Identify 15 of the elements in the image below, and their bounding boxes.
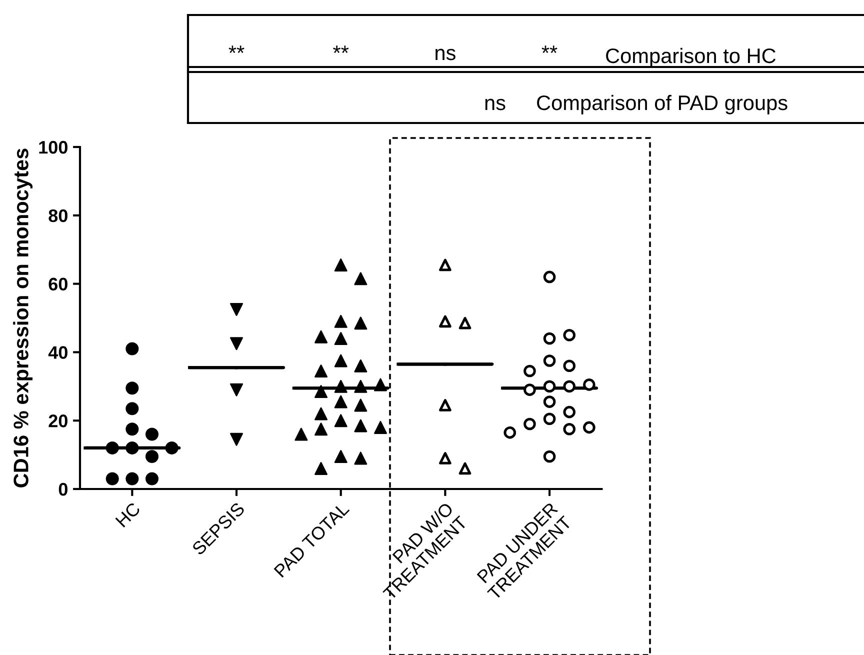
text: ns: [436, 48, 456, 60]
text: Comparison of PAD groups: [537, 94, 788, 114]
x-tick-label: HC: [115, 502, 142, 528]
text: **: [333, 46, 349, 53]
y-axis-title: CD16 % expression on monocytes: [13, 148, 33, 488]
y-tick-label: 20: [48, 414, 68, 428]
y-tick-label: 100: [39, 140, 68, 154]
y-tick-label: 80: [48, 209, 68, 222]
y-tick-label: 60: [48, 278, 68, 291]
text: **: [228, 46, 244, 53]
y-tick-label: 40: [48, 346, 68, 359]
text: ns: [485, 98, 506, 110]
text: **: [542, 46, 558, 53]
text: Comparison to HC: [606, 48, 776, 68]
y-tick-label: 0: [58, 482, 68, 496]
